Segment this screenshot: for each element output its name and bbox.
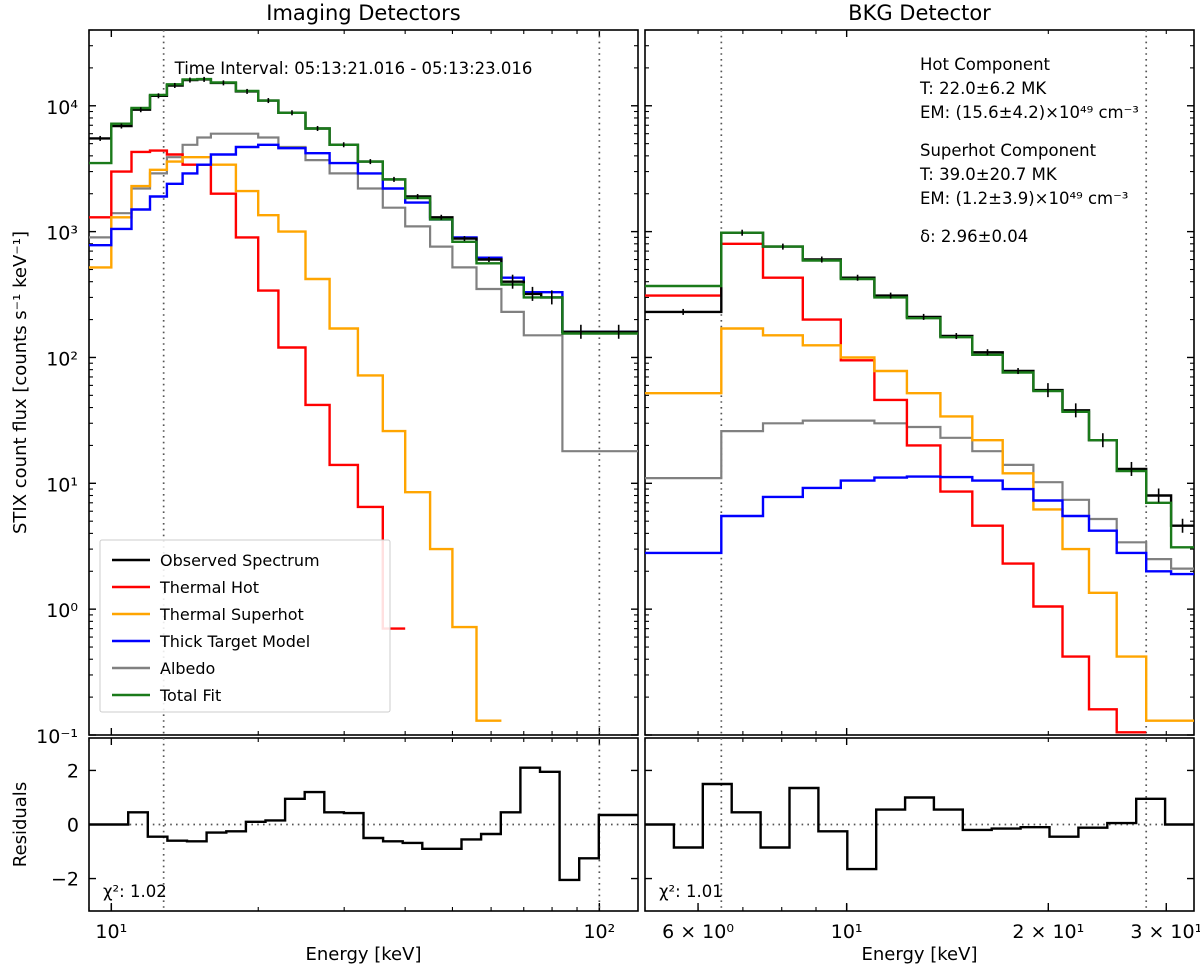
legend-label-5: Total Fit	[159, 686, 221, 705]
y-tick-label: 10³	[46, 223, 78, 245]
curve-thick-target	[89, 143, 638, 333]
x-tick-label: 2 × 10¹	[1012, 921, 1084, 943]
y-ticks-right	[645, 29, 1194, 736]
legend-label-1: Thermal Hot	[159, 578, 259, 597]
x-ticks-left	[88, 30, 601, 911]
y-axis-label-residuals: Residuals	[10, 782, 31, 867]
y-tick-label: 10⁻¹	[36, 726, 78, 748]
resid-y-tick-label: 0	[67, 815, 79, 837]
legend-label-0: Observed Spectrum	[160, 551, 320, 570]
fit-parameters-annotation: Hot Component T: 22.0±6.2 MK EM: (15.6±4.2…	[919, 55, 1139, 246]
main-plot-frame-right	[644, 29, 1195, 736]
spectrum-curves-right	[645, 229, 1194, 734]
x-axis-label-left: Energy [keV]	[306, 944, 422, 965]
x-tick-label: 10²	[583, 921, 615, 943]
y-tick-labels: 10⁻¹ 10⁰ 10¹ 10² 10³ 10⁴	[36, 97, 78, 748]
legend-box	[99, 539, 391, 713]
fit-param-line-6: EM: (1.2±3.9)×10⁴⁹ cm⁻³	[920, 189, 1128, 208]
x-tick-label: 3 × 10¹	[1130, 921, 1200, 943]
fit-range-markers-left	[162, 30, 601, 911]
curve-albedo	[645, 419, 1194, 570]
x-tick-labels-right: 6 × 10⁰ 10¹ 2 × 10¹ 3 × 10¹	[662, 921, 1200, 943]
y-ticks-left	[89, 29, 638, 736]
chi2-label-right: χ²: 1.01	[659, 882, 723, 901]
x-tick-labels-left: 10¹ 10²	[95, 921, 615, 943]
y-tick-label: 10²	[46, 348, 78, 370]
fit-range-markers-right	[720, 30, 1148, 911]
chi2-label-left: χ²: 1.02	[103, 882, 167, 901]
fit-param-line-5: T: 39.0±20.7 MK	[919, 165, 1058, 184]
x-tick-label: 10¹	[831, 921, 863, 943]
fit-param-line-0: Hot Component	[920, 55, 1051, 74]
resid-y-tick-label: −2	[51, 869, 79, 891]
curve-total-fit	[645, 231, 1194, 549]
legend: Observed Spectrum Thermal Hot Thermal Supe…	[99, 539, 391, 713]
residuals-left	[89, 766, 638, 882]
y-tick-label: 10⁴	[46, 97, 78, 119]
curve-observed	[645, 231, 1194, 527]
y-tick-label: 10¹	[46, 474, 78, 496]
time-interval-annotation: Time Interval: 05:13:21.016 - 05:13:23.0…	[174, 59, 533, 78]
spectrum-curves-left	[89, 76, 638, 722]
curve-total-fit	[89, 77, 638, 335]
resid-y-tick-label: 2	[67, 760, 79, 782]
curve-observed	[89, 78, 638, 333]
curve-thermal-hot	[89, 149, 406, 630]
main-plot-frame-left	[88, 29, 639, 736]
residuals-right	[645, 782, 1194, 871]
y-axis-label-main: STIX count flux [counts s⁻¹ keV⁻¹]	[10, 231, 31, 534]
x-ticks-right	[644, 30, 1167, 911]
curve-thick-target	[645, 475, 1194, 576]
resid-y-ticks: −2 0 2	[51, 760, 638, 891]
curve-thermal-hot	[645, 242, 1147, 734]
residual-step-curve	[89, 766, 638, 882]
x-axis-label-right: Energy [keV]	[862, 944, 978, 965]
fit-param-line-4: Superhot Component	[920, 141, 1097, 160]
panel-title-left: Imaging Detectors	[266, 1, 460, 25]
curve-thermal-superhot	[89, 156, 502, 722]
legend-label-2: Thermal Superhot	[159, 605, 304, 624]
curve-thermal-superhot	[645, 327, 1194, 722]
legend-label-3: Thick Target Model	[159, 632, 310, 651]
x-tick-label: 6 × 10⁰	[662, 921, 734, 943]
y-tick-label: 10⁰	[46, 600, 78, 622]
residual-step-curve	[645, 782, 1194, 871]
legend-label-4: Albedo	[160, 659, 215, 678]
x-tick-label: 10¹	[95, 921, 127, 943]
panel-title-right: BKG Detector	[848, 1, 991, 25]
fit-param-line-1: T: 22.0±6.2 MK	[919, 79, 1047, 98]
fit-param-line-8: δ: 2.96±0.04	[920, 227, 1028, 246]
fit-param-line-2: EM: (15.6±4.2)×10⁴⁹ cm⁻³	[920, 103, 1139, 122]
